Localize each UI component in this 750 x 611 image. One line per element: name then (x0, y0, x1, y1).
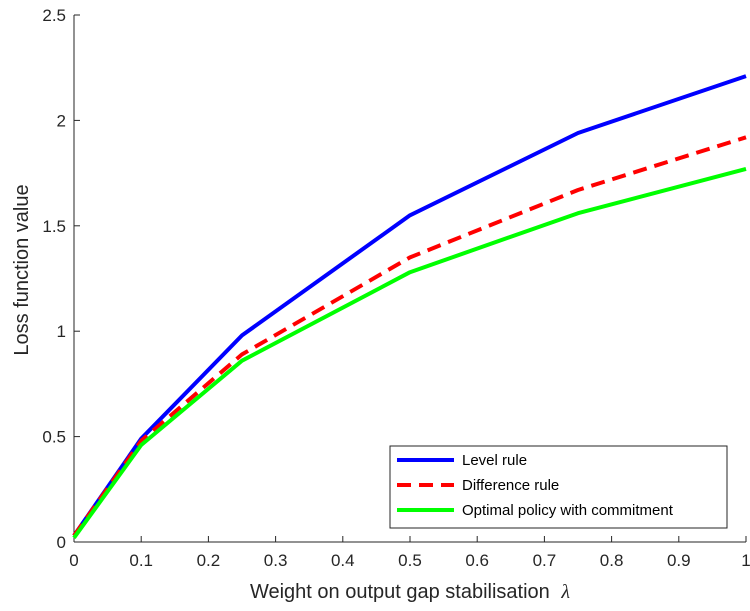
legend-items: Level rule Difference rule Optimal policy … (397, 452, 674, 519)
legend: Level rule Difference rule Optimal policy … (389, 445, 728, 529)
y-tick-label: 0.5 (42, 428, 66, 447)
legend-label: Level rule (462, 452, 527, 469)
y-tick-label: 0 (57, 533, 66, 552)
y-tick-label: 1.5 (42, 217, 66, 236)
x-axis-label-text: Weight on output gap stabilisation (250, 581, 550, 603)
x-axis-ticks: 0 0.1 0.2 0.3 0.4 0.5 0.6 0.7 0.8 0.9 1 (69, 536, 750, 570)
series-line (72, 166, 747, 539)
series-line (72, 135, 747, 537)
y-tick-label: 2.5 (42, 6, 66, 25)
x-tick-label: 0.2 (197, 551, 221, 570)
series-lines (72, 74, 747, 539)
x-axis-label: Weight on output gap stabilisation λ (250, 581, 570, 603)
legend-label: Difference rule (462, 477, 559, 494)
y-axis-ticks: 0 0.5 1 1.5 2 2.5 (42, 6, 80, 552)
x-tick-label: 0.5 (398, 551, 422, 570)
y-axis-label: Loss function value (11, 184, 33, 355)
y-tick-label: 1 (57, 322, 66, 341)
x-tick-label: 0 (69, 551, 78, 570)
x-tick-label: 0.8 (600, 551, 624, 570)
x-tick-label: 1 (741, 551, 750, 570)
y-tick-label: 2 (57, 111, 66, 130)
x-tick-label: 0.6 (465, 551, 489, 570)
x-axis-label-symbol: λ (560, 581, 570, 603)
x-tick-label: 0.7 (533, 551, 557, 570)
x-tick-label: 0.3 (264, 551, 288, 570)
legend-label: Optimal policy with commitment (462, 502, 674, 519)
x-tick-label: 0.9 (667, 551, 691, 570)
x-tick-label: 0.1 (129, 551, 153, 570)
x-tick-label: 0.4 (331, 551, 355, 570)
